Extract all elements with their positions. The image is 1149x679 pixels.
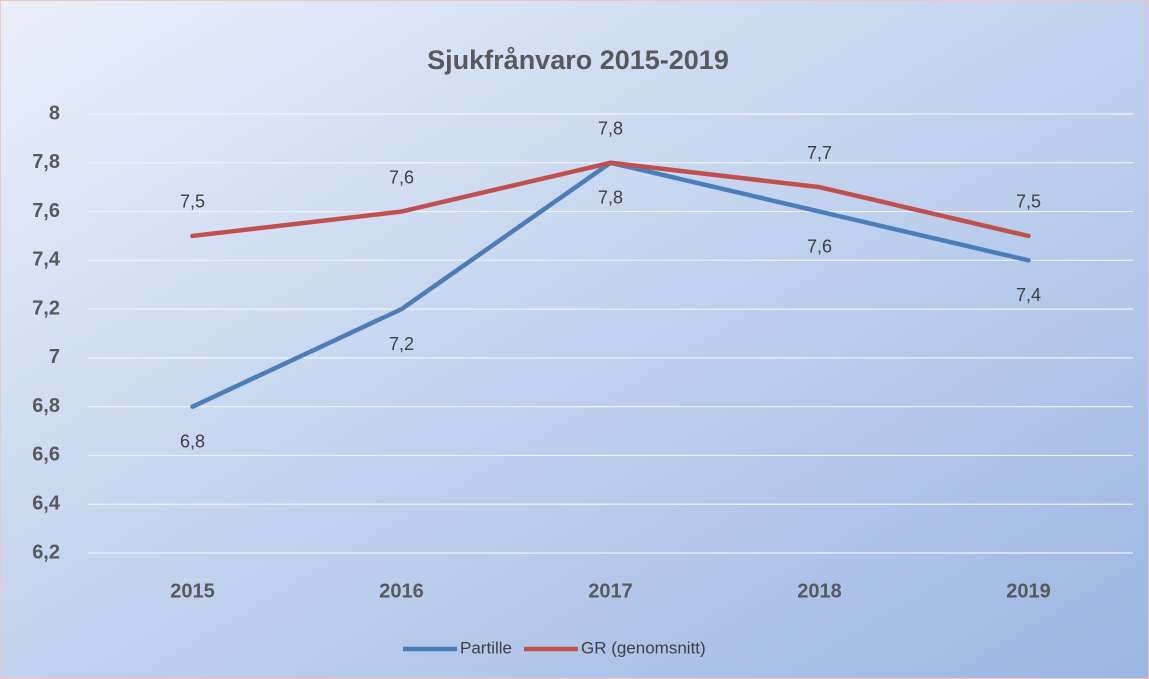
y-tick-label: 6,6 (32, 444, 60, 466)
data-label: 7,8 (598, 188, 623, 208)
y-tick-label: 7,2 (32, 297, 60, 319)
x-tick-label: 2016 (379, 580, 424, 602)
x-tick-label: 2019 (1006, 580, 1051, 602)
series-line (190, 160, 1031, 239)
data-label: 6,8 (180, 431, 205, 451)
data-label: 7,2 (389, 334, 414, 354)
x-tick-label: 2018 (797, 580, 842, 602)
y-tick-label: 7,6 (32, 200, 60, 222)
legend-label: GR (genomsnitt) (581, 638, 706, 657)
data-label: 7,7 (807, 143, 832, 163)
y-tick-label: 7,4 (32, 249, 61, 271)
data-label: 7,5 (180, 192, 205, 212)
x-tick-label: 2015 (170, 580, 215, 602)
data-label: 7,6 (807, 236, 832, 256)
y-tick-label: 6,2 (32, 541, 60, 563)
y-tick-label: 6,8 (32, 395, 60, 417)
x-tick-label: 2017 (588, 580, 633, 602)
y-tick-label: 7 (49, 346, 60, 368)
y-tick-label: 8 (49, 102, 60, 124)
data-label: 7,8 (598, 119, 623, 139)
data-label: 7,6 (389, 167, 414, 187)
legend-label: Partille (460, 638, 512, 657)
y-tick-label: 6,4 (32, 493, 61, 515)
data-label: 7,5 (1016, 192, 1041, 212)
data-label: 7,4 (1016, 285, 1041, 305)
y-tick-label: 7,8 (32, 151, 60, 173)
chart-title: Sjukfrånvaro 2015-2019 (427, 45, 729, 75)
